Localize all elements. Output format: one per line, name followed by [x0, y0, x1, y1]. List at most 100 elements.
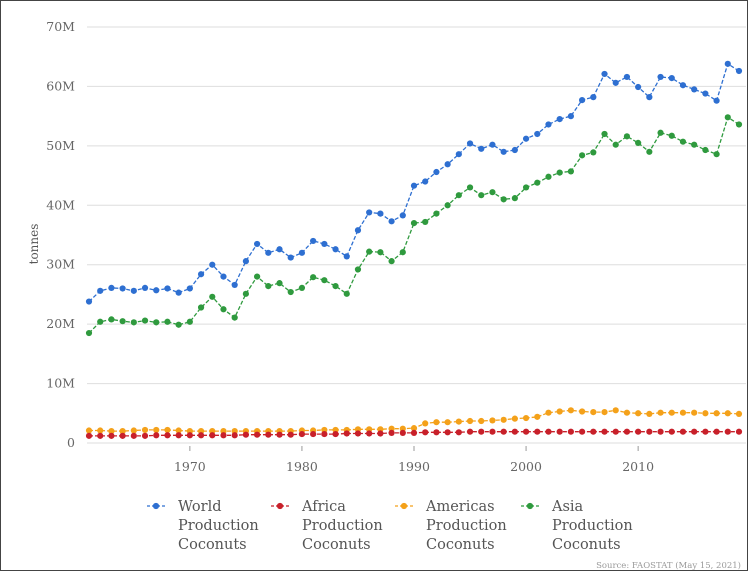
data-point: [545, 409, 552, 416]
data-point: [287, 288, 294, 296]
data-point: [388, 258, 395, 265]
data-point: [366, 430, 373, 437]
legend-label: Production: [426, 518, 507, 534]
data-point: [108, 432, 115, 439]
series-3: [85, 114, 743, 337]
data-point: [567, 407, 574, 414]
data-point: [433, 168, 440, 176]
data-point: [679, 428, 687, 435]
data-point: [343, 430, 350, 437]
data-point: [254, 273, 261, 280]
legend-item-0: World Production Coconuts: [147, 499, 259, 553]
data-point: [310, 237, 317, 245]
y-tick-label: 40M: [46, 197, 75, 212]
data-point: [153, 287, 160, 294]
data-point: [713, 151, 720, 158]
legend-label: Coconuts: [178, 537, 247, 553]
data-point: [601, 70, 608, 78]
data-point: [377, 249, 384, 256]
data-point: [321, 277, 328, 284]
data-point: [164, 318, 171, 325]
data-point: [399, 249, 406, 256]
data-point: [556, 169, 563, 176]
data-point: [500, 428, 507, 435]
data-point: [545, 428, 552, 435]
data-point: [691, 86, 698, 93]
data-point: [130, 287, 137, 294]
data-point: [668, 75, 675, 82]
data-point: [164, 285, 171, 292]
data-point: [455, 429, 462, 436]
data-point: [310, 430, 317, 438]
data-point: [724, 60, 731, 67]
data-point: [444, 419, 451, 426]
legend-marker: [400, 502, 408, 510]
series-line: [88, 116, 740, 334]
data-point: [153, 432, 160, 439]
data-point: [410, 425, 418, 432]
data-point: [377, 430, 384, 437]
data-point: [141, 432, 149, 439]
data-point: [130, 427, 137, 434]
x-tick-label: 1970: [174, 459, 206, 474]
data-point: [522, 428, 530, 435]
data-point: [590, 94, 597, 101]
y-tick-label: 20M: [46, 316, 75, 331]
data-point: [646, 410, 653, 417]
legend-label: Coconuts: [302, 537, 371, 553]
legend-label: Asia: [551, 499, 584, 515]
data-point: [153, 319, 160, 326]
data-point: [511, 428, 518, 435]
data-point: [522, 135, 530, 142]
x-tick-label: 2010: [622, 459, 654, 474]
data-point: [276, 280, 283, 287]
data-point: [366, 248, 373, 255]
data-point: [130, 432, 137, 439]
data-point: [97, 287, 104, 294]
data-point: [298, 284, 306, 291]
data-point: [410, 429, 418, 436]
data-point: [186, 432, 193, 439]
data-point: [108, 316, 115, 323]
data-point: [366, 209, 373, 216]
data-point: [276, 431, 283, 438]
data-point: [399, 212, 406, 219]
data-point: [85, 432, 93, 439]
data-point: [713, 428, 720, 435]
data-point: [354, 430, 362, 437]
legend-item-1: Africa Production Coconuts: [271, 499, 383, 553]
data-point: [209, 432, 216, 439]
data-point: [545, 173, 552, 180]
data-point: [657, 428, 664, 435]
legend-label: World: [178, 499, 222, 515]
x-tick-label: 2000: [510, 459, 542, 474]
data-point: [388, 429, 395, 436]
series-line: [88, 62, 740, 303]
data-point: [500, 148, 507, 155]
x-tick-label: 1990: [398, 459, 430, 474]
data-point: [422, 178, 429, 185]
data-point: [702, 410, 709, 417]
data-point: [119, 432, 126, 439]
data-point: [231, 281, 238, 289]
data-point: [97, 432, 104, 439]
data-point: [141, 317, 149, 324]
data-point: [265, 249, 272, 256]
data-point: [679, 82, 687, 89]
data-point: [724, 114, 731, 121]
y-tick-label: 70M: [46, 19, 75, 34]
data-point: [388, 218, 395, 225]
data-point: [635, 83, 642, 91]
data-point: [657, 409, 664, 416]
data-point: [265, 431, 272, 438]
data-point: [85, 427, 93, 434]
data-point: [668, 428, 675, 435]
data-point: [489, 141, 496, 148]
data-point: [466, 428, 474, 435]
data-point: [691, 141, 698, 148]
legend-item-3: Asia Production Coconuts: [521, 499, 633, 553]
legend-label: Production: [552, 518, 633, 534]
data-point: [343, 253, 350, 260]
data-point: [623, 428, 631, 435]
